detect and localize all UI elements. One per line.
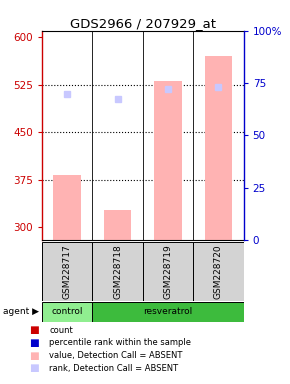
Text: control: control xyxy=(52,307,83,316)
Bar xyxy=(204,56,232,240)
Text: ■: ■ xyxy=(29,351,39,361)
Text: percentile rank within the sample: percentile rank within the sample xyxy=(49,338,191,348)
Text: ■: ■ xyxy=(29,325,39,335)
Bar xyxy=(104,210,131,240)
Text: value, Detection Call = ABSENT: value, Detection Call = ABSENT xyxy=(49,351,183,360)
Bar xyxy=(53,175,81,240)
Text: agent ▶: agent ▶ xyxy=(3,307,39,316)
Text: rank, Detection Call = ABSENT: rank, Detection Call = ABSENT xyxy=(49,364,178,373)
Bar xyxy=(93,242,143,301)
Text: ■: ■ xyxy=(29,338,39,348)
Text: resveratrol: resveratrol xyxy=(143,307,193,316)
Bar xyxy=(193,242,244,301)
Bar xyxy=(143,242,193,301)
Text: GSM228717: GSM228717 xyxy=(63,244,72,299)
Bar xyxy=(154,81,182,240)
Text: GSM228719: GSM228719 xyxy=(164,244,173,299)
Text: GSM228720: GSM228720 xyxy=(214,244,223,299)
Text: GSM228718: GSM228718 xyxy=(113,244,122,299)
Text: ■: ■ xyxy=(29,363,39,373)
Bar xyxy=(42,302,93,322)
Bar xyxy=(42,242,93,301)
Text: count: count xyxy=(49,326,73,335)
Title: GDS2966 / 207929_at: GDS2966 / 207929_at xyxy=(70,17,216,30)
Bar xyxy=(93,302,244,322)
